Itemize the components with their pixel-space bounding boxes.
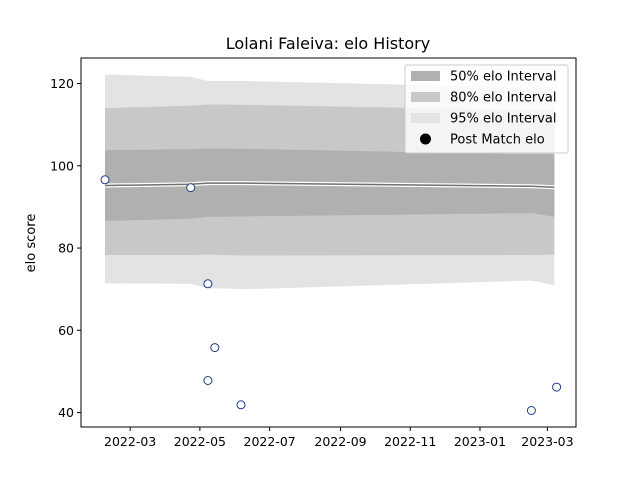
x-tick-label: 2023-03	[521, 434, 573, 449]
legend-label: 95% elo Interval	[450, 112, 557, 127]
y-tick-label: 120	[50, 76, 74, 91]
x-axis-ticks: 2022-03 2022-05 2022-07 2022-09 2022-11 2023-…	[104, 427, 574, 449]
post-match-point	[203, 376, 213, 385]
post-match-points	[100, 175, 562, 415]
legend-label: 80% elo Interval	[450, 91, 557, 106]
legend-swatch	[411, 71, 440, 81]
legend: 50% elo Interval 80% elo Interval 95% elo …	[404, 64, 569, 154]
chart-title: Lolani Faleiva: elo History	[226, 34, 430, 53]
x-tick-label: 2023-01	[454, 434, 506, 449]
post-match-point	[100, 175, 110, 185]
post-match-point	[526, 406, 536, 415]
x-tick-label: 2022-11	[384, 434, 436, 449]
plot-frame	[80, 57, 577, 428]
legend-box	[404, 64, 569, 154]
legend-label: 50% elo Interval	[450, 70, 557, 85]
y-tick-label: 40	[58, 405, 74, 420]
post-match-point	[203, 279, 213, 289]
post-match-point	[236, 400, 246, 410]
legend-swatch	[411, 113, 440, 123]
post-match-point	[552, 382, 562, 392]
y-axis-label: elo score	[24, 214, 39, 273]
x-tick-label: 2022-09	[314, 434, 366, 449]
x-tick-label: 2022-05	[174, 434, 226, 449]
legend-swatch	[411, 92, 440, 102]
post-match-point	[186, 183, 196, 193]
legend-label: Post Match elo	[450, 133, 545, 148]
x-tick-label: 2022-03	[104, 434, 156, 449]
y-tick-label: 60	[58, 323, 74, 338]
x-tick-label: 2022-07	[244, 434, 296, 449]
y-tick-label: 100	[50, 158, 74, 173]
post-match-point	[210, 343, 220, 353]
y-tick-label: 80	[58, 241, 74, 256]
y-axis-ticks: 40 60 80 100 120	[50, 76, 81, 420]
legend-marker	[420, 133, 431, 145]
